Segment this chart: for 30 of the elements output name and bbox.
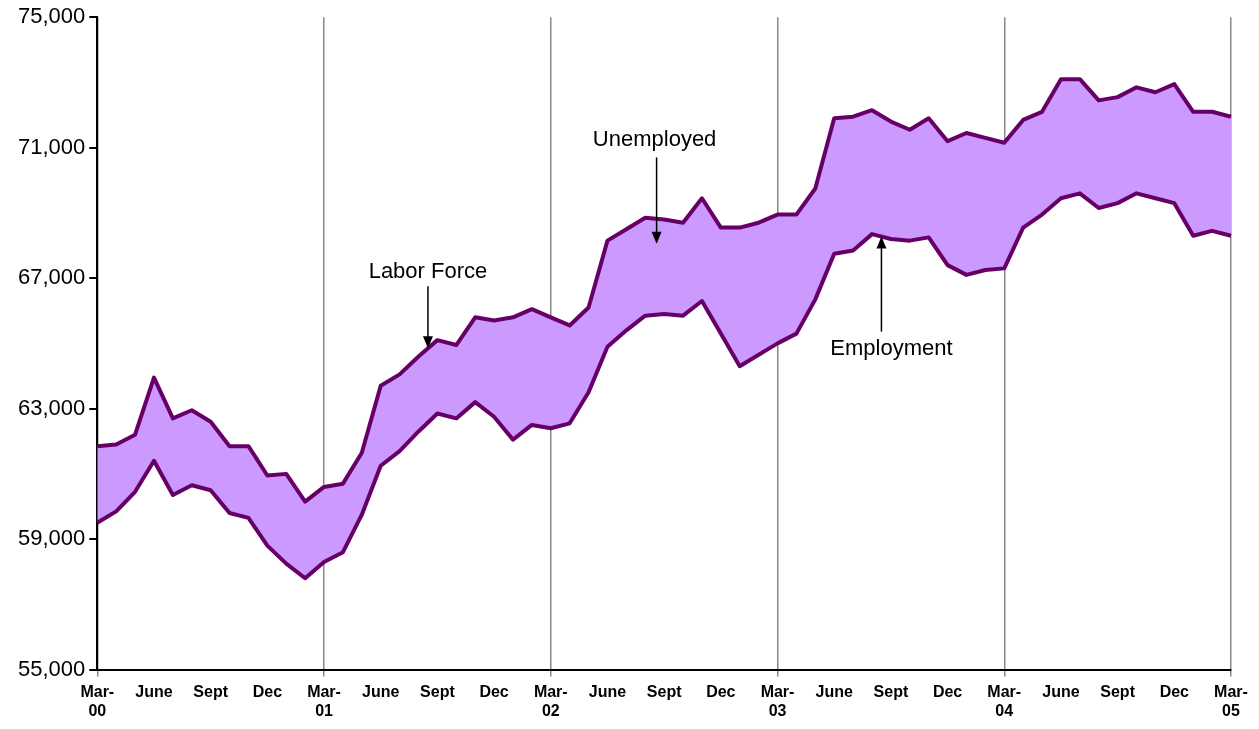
x-tick-label: June xyxy=(588,682,627,700)
x-tick-label: Mar-04 xyxy=(987,682,1022,719)
y-tick-label: 75,000 xyxy=(17,3,86,29)
x-tick-label: Mar-03 xyxy=(760,682,795,719)
series-label: Labor Force xyxy=(368,258,488,284)
x-tick-label: Mar-02 xyxy=(533,682,568,719)
x-tick-label: Sept xyxy=(873,682,909,700)
x-tick-label: Dec xyxy=(1159,682,1190,700)
x-tick-label: Sept xyxy=(420,682,456,700)
x-tick-label: Mar-01 xyxy=(307,682,341,719)
x-tick-label: Dec xyxy=(706,682,736,700)
y-tick-label: 71,000 xyxy=(17,133,86,159)
x-tick-label: June xyxy=(135,682,173,700)
x-tick-label: Sept xyxy=(1100,682,1136,700)
x-tick-label: Dec xyxy=(479,682,509,700)
y-tick-label: 55,000 xyxy=(17,655,86,681)
y-tick-label: 63,000 xyxy=(17,394,86,420)
x-tick-label: Sept xyxy=(646,682,683,700)
x-tick-label: June xyxy=(1042,682,1080,700)
x-tick-label: June xyxy=(815,682,853,700)
y-tick-label: 59,000 xyxy=(17,525,86,551)
x-tick-label: Mar-05 xyxy=(1214,682,1248,719)
x-tick-label: Sept xyxy=(193,682,229,700)
annotation: Unemployed xyxy=(592,125,717,151)
x-tick-label: Mar-00 xyxy=(80,682,115,719)
series-label: Employment xyxy=(830,334,953,360)
x-tick-label: June xyxy=(362,682,400,700)
x-tick-label: Dec xyxy=(932,682,963,700)
y-tick-label: 67,000 xyxy=(17,264,86,290)
x-tick-label: Dec xyxy=(252,682,283,700)
